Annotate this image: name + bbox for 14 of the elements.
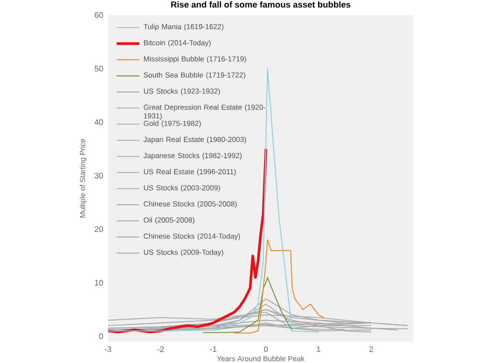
y-tick-label: 20 (94, 226, 103, 232)
y-tick-label: 30 (94, 172, 103, 179)
y-tick-label: 60 (94, 12, 103, 18)
x-tick-label: -3 (104, 346, 112, 352)
x-tick-label: 1 (316, 346, 320, 352)
x-tick-label: 2 (369, 346, 374, 352)
y-tick-label: 50 (94, 66, 103, 72)
chart-title: Rise and fall of some famous asset bubbles (171, 1, 350, 8)
x-tick-label: -2 (157, 346, 164, 352)
y-tick-label: 0 (99, 334, 103, 340)
y-tick-label: 10 (95, 280, 103, 286)
x-tick-label: 0 (264, 346, 268, 352)
x-tick-label: -1 (210, 346, 216, 352)
y-tick-label: 40 (94, 119, 103, 126)
